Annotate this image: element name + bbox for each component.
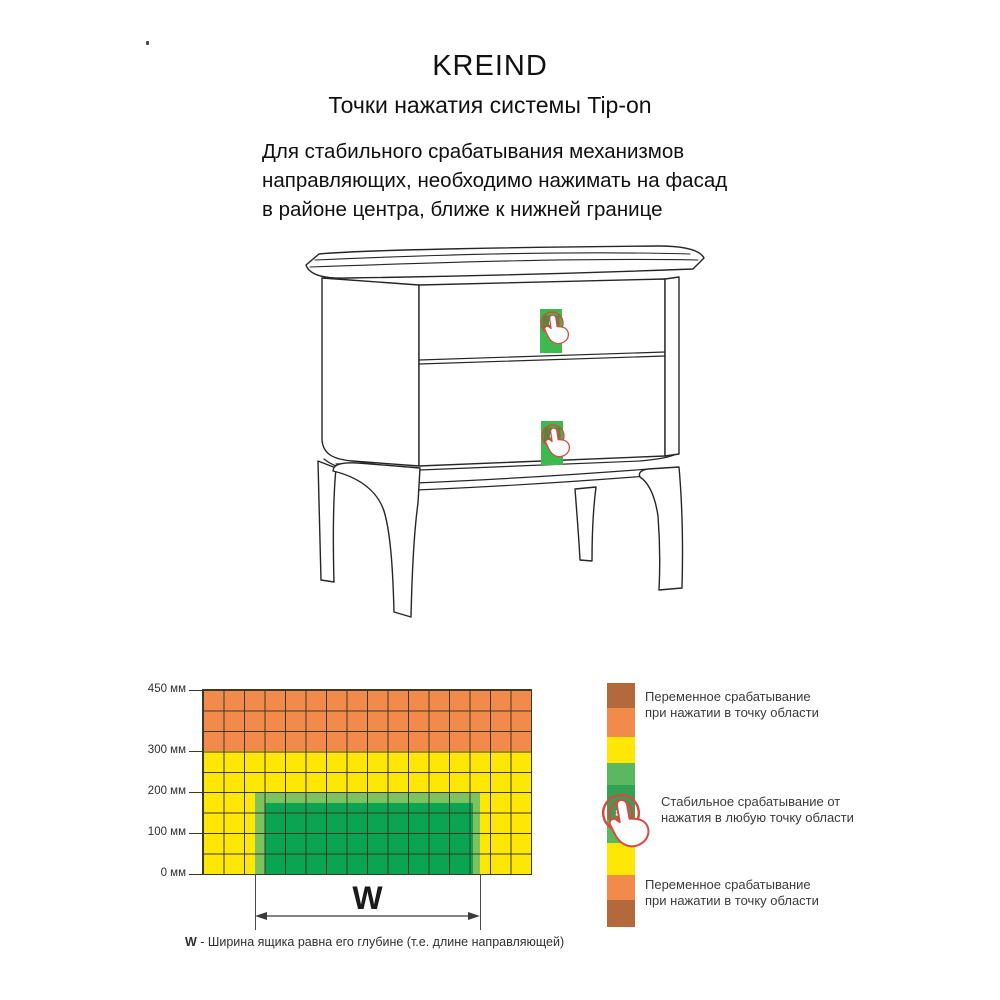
legend-color-segment — [607, 683, 635, 708]
width-caption-text: - Ширина ящика равна его глубине (т.е. д… — [196, 935, 565, 949]
width-label: W — [352, 880, 383, 916]
legend-line: Переменное срабатывание — [645, 877, 811, 892]
legend-color-bar — [607, 683, 635, 927]
intro-paragraph: Для стабильного срабатывания механизмов … — [262, 137, 727, 224]
axis-tick — [189, 833, 203, 834]
page-subtitle: Точки нажатия системы Tip-on — [328, 92, 652, 118]
axis-label-200: 200 мм — [147, 785, 186, 797]
side-panel-left — [321, 277, 420, 467]
press-point-lower — [539, 421, 572, 465]
press-point-upper — [538, 309, 571, 353]
legend-line: при нажатии в точку области — [645, 704, 819, 720]
width-extension-line-right — [480, 874, 481, 930]
stray-mark — [146, 41, 149, 45]
brand-title: KREIND — [432, 50, 548, 82]
legend-color-segment — [607, 763, 635, 785]
legend-item-variable-bottom: Переменное срабатывание при нажатии в то… — [645, 877, 819, 908]
legend-color-segment — [607, 900, 635, 927]
leg-rear-left — [317, 460, 337, 583]
leg-rear-right — [574, 486, 597, 562]
axis-tick — [189, 792, 203, 793]
legend-color-segment — [607, 843, 635, 875]
legend-line: Стабильное срабатывание от — [661, 794, 841, 809]
axis-label-300: 300 мм — [147, 744, 186, 756]
nightstand-illustration — [305, 245, 705, 618]
axis-tick — [189, 874, 203, 875]
width-dimension-arrow — [255, 912, 480, 920]
side-sliver-right — [664, 276, 680, 457]
axis-label-0: 0 мм — [160, 867, 186, 879]
header: KREIND Точки нажатия системы Tip-on — [0, 50, 980, 119]
legs — [317, 460, 684, 618]
width-caption-bold: W — [185, 935, 197, 949]
legend-color-segment — [607, 875, 635, 900]
legend-color-segment — [607, 737, 635, 763]
axis-tick — [189, 751, 203, 752]
axis-label-100: 100 мм — [147, 826, 186, 838]
legend-item-variable-top: Переменное срабатывание при нажатии в то… — [645, 689, 819, 720]
drawer-divider — [418, 351, 666, 365]
intro-line: направляющих, необходимо нажимать на фас… — [262, 169, 728, 192]
legend-line: Переменное срабатывание — [645, 689, 811, 704]
legend-line: при нажатии в точку области — [645, 892, 819, 908]
zone-variable-top — [203, 690, 531, 751]
press-zone-grid — [202, 689, 532, 875]
leg-front-left — [332, 462, 421, 618]
zone-stable-core — [265, 803, 473, 874]
intro-line: в районе центра, ближе к нижней границе — [262, 198, 663, 221]
axis-label-450: 450 мм — [147, 683, 186, 695]
legend-line: нажатия в любую точку области — [661, 809, 854, 825]
legend-color-segment — [607, 708, 635, 737]
leg-front-right — [638, 466, 684, 591]
axis-tick — [189, 690, 203, 691]
table-top — [305, 245, 705, 279]
width-extension-line-left — [255, 874, 256, 930]
intro-line: Для стабильного срабатывания механизмов — [262, 140, 685, 163]
width-caption: W - Ширина ящика равна его глубине (т.е.… — [185, 935, 564, 949]
legend-item-stable: Стабильное срабатывание от нажатия в люб… — [661, 794, 854, 825]
cabinet-body — [321, 276, 680, 467]
